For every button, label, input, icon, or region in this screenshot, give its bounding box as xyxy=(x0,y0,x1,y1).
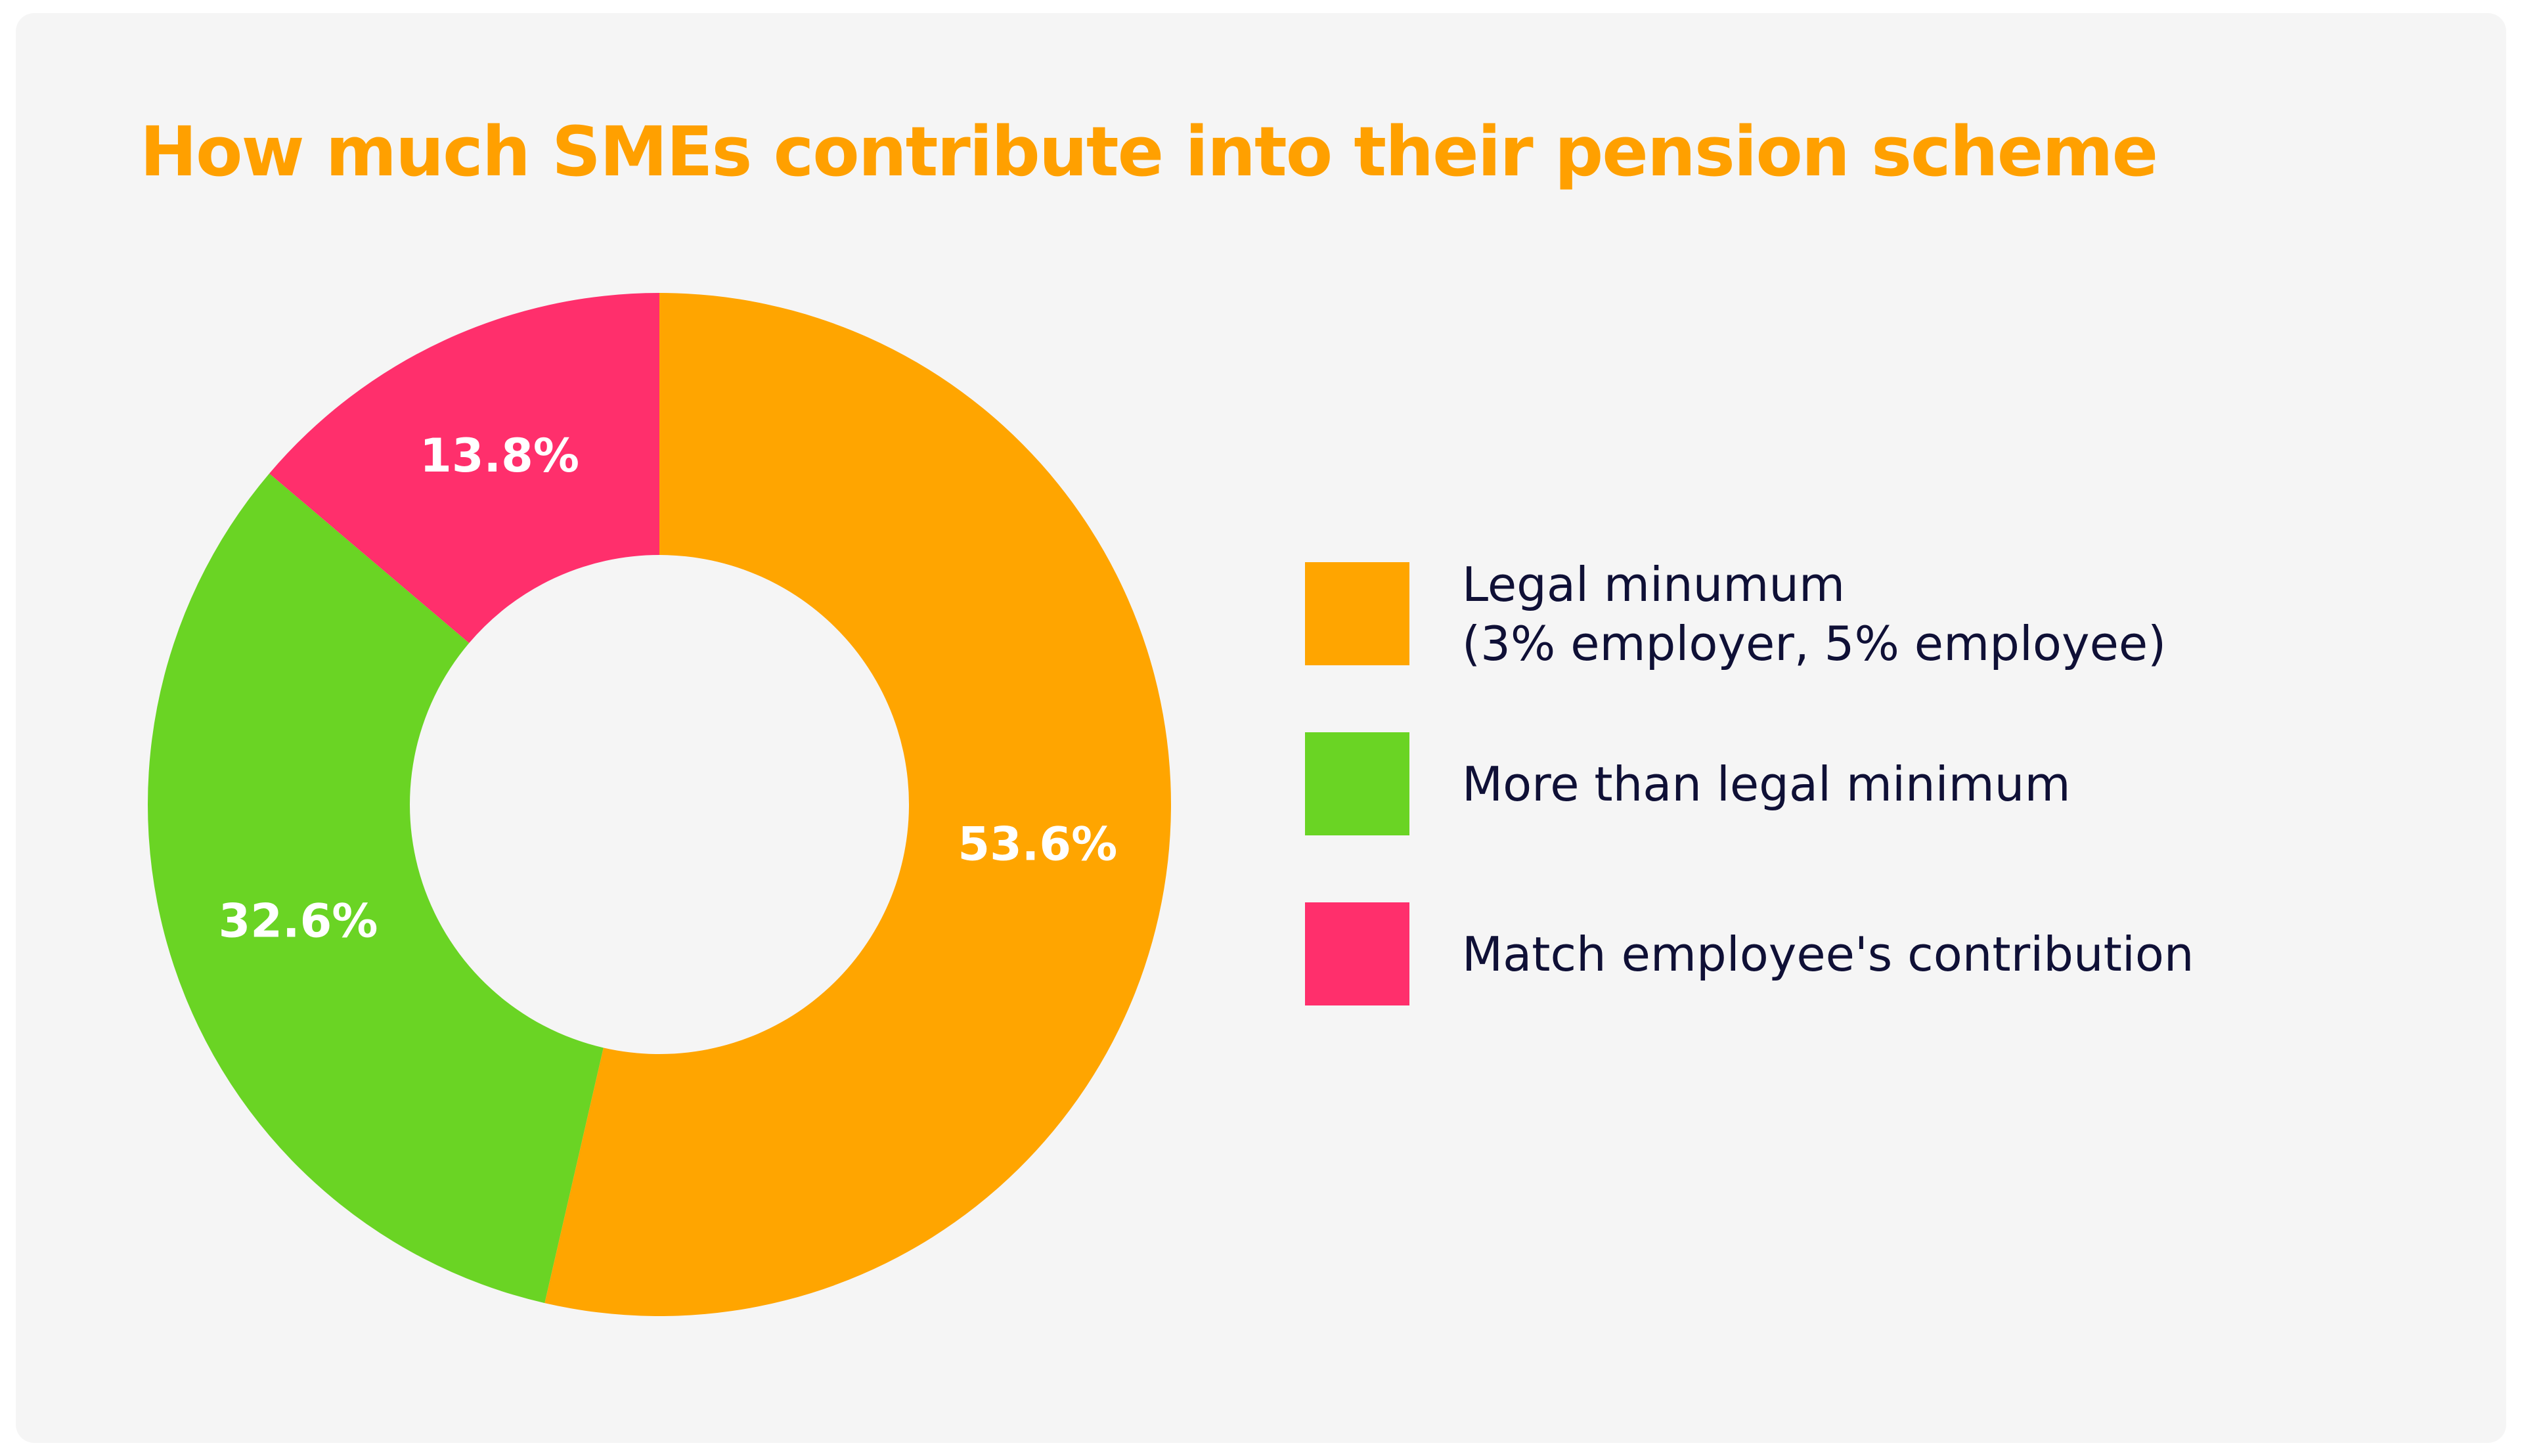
legend-label: Match employee's contribution xyxy=(1462,926,2194,982)
chart-title: How much SMEs contribute into their pens… xyxy=(140,112,2158,192)
slice xyxy=(269,293,660,644)
legend-swatch xyxy=(1305,902,1409,1005)
slice-label: 32.6% xyxy=(219,894,378,948)
slice-label: 53.6% xyxy=(958,817,1117,871)
slice xyxy=(544,293,1171,1316)
slice xyxy=(147,473,604,1304)
legend-swatch xyxy=(1305,732,1409,835)
legend-label: Legal minumum (3% employer, 5% employee) xyxy=(1462,556,2167,671)
legend-item: Match employee's contribution xyxy=(1305,902,2194,1006)
legend-swatch xyxy=(1305,562,1409,665)
slice-label: 13.8% xyxy=(420,429,579,483)
legend-label: More than legal minimum xyxy=(1462,756,2071,812)
legend-item: More than legal minimum xyxy=(1305,732,2194,836)
legend: Legal minumum (3% employer, 5% employee)… xyxy=(1305,557,2194,1072)
legend-item: Legal minumum (3% employer, 5% employee) xyxy=(1305,557,2194,671)
